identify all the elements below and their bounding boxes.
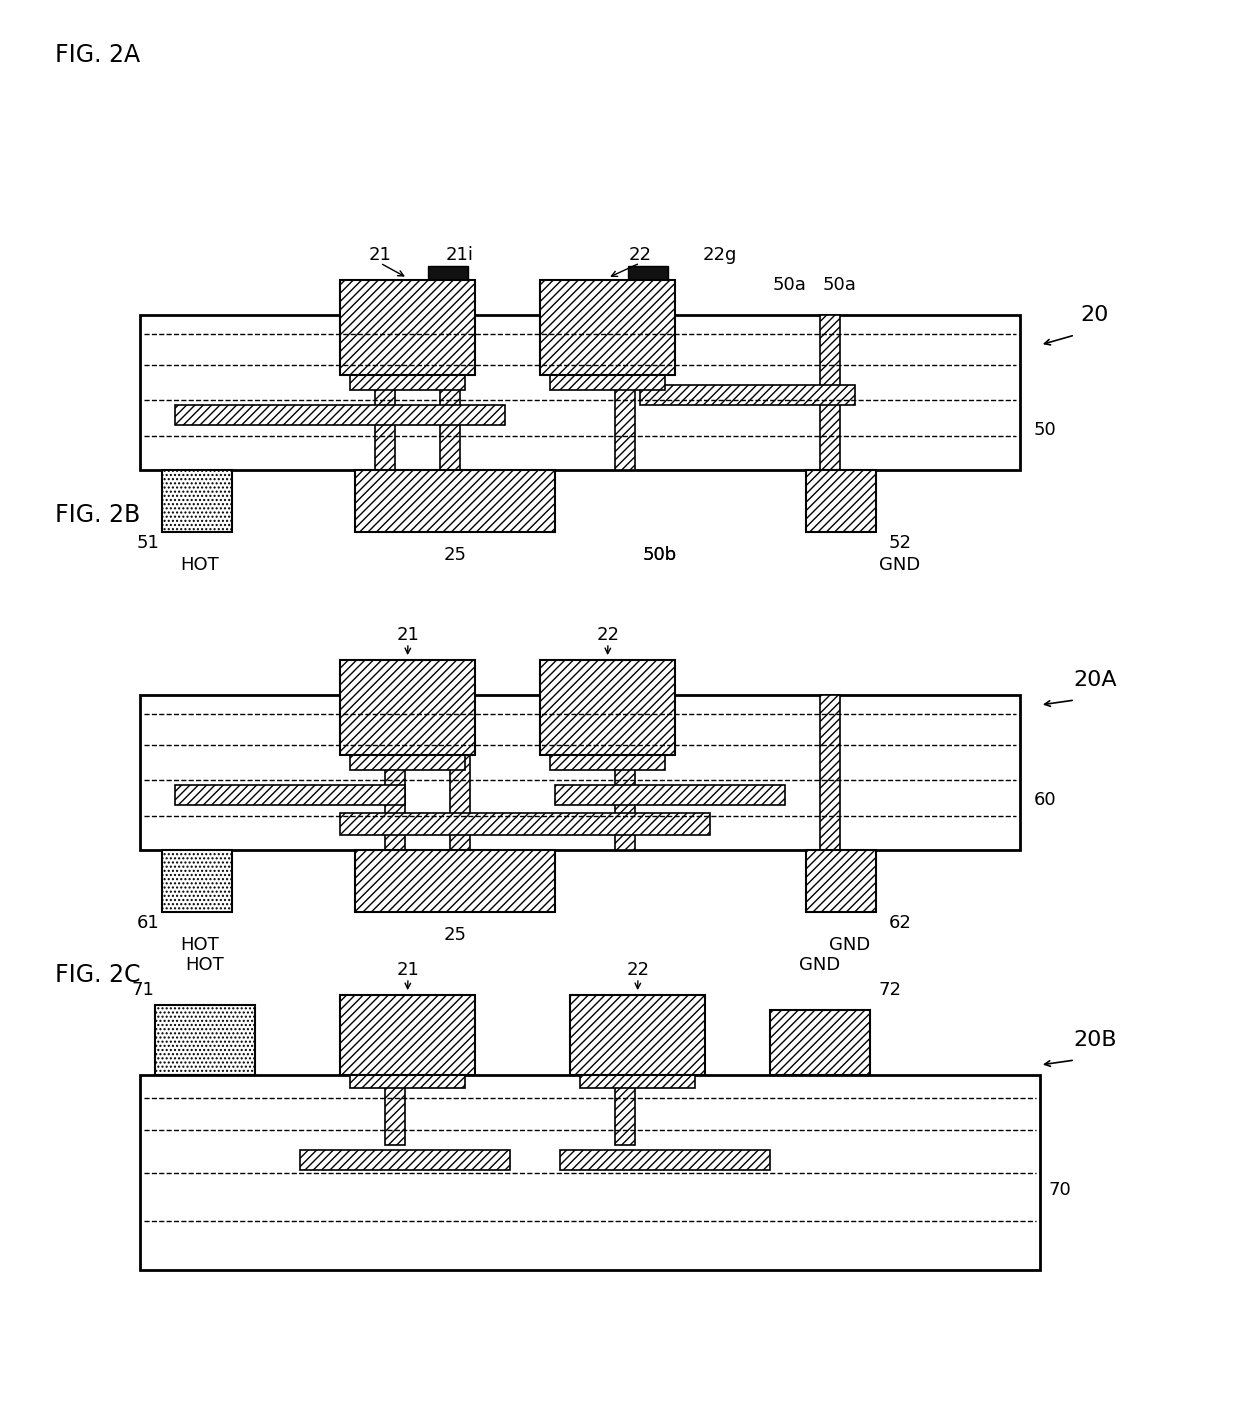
Bar [140, 1074, 1040, 1270]
Bar [615, 314, 635, 470]
Bar [551, 752, 665, 770]
Text: 51: 51 [136, 534, 160, 551]
Text: FIG. 2A: FIG. 2A [55, 42, 140, 68]
Bar [539, 281, 675, 375]
Text: 50a: 50a [823, 276, 857, 295]
Bar [350, 372, 465, 391]
Bar [806, 470, 875, 532]
Bar [350, 752, 465, 770]
Bar [340, 281, 475, 375]
Bar [580, 1072, 694, 1089]
Bar [300, 1151, 510, 1170]
Text: GND: GND [800, 956, 841, 974]
Bar [140, 314, 1021, 470]
Text: 21: 21 [397, 626, 419, 644]
Text: 25: 25 [444, 926, 466, 945]
Bar [570, 995, 706, 1074]
Text: HOT: HOT [181, 936, 219, 955]
Text: 50b: 50b [642, 546, 677, 564]
Bar [155, 1005, 255, 1074]
Bar [162, 470, 232, 532]
Text: HOT: HOT [186, 956, 224, 974]
Text: 22g: 22g [703, 245, 738, 264]
Text: GND: GND [830, 936, 870, 955]
Bar [551, 372, 665, 391]
Bar [340, 995, 475, 1074]
Text: 21: 21 [368, 245, 392, 264]
Bar [770, 1010, 870, 1074]
Bar [175, 405, 505, 424]
Text: 22: 22 [629, 245, 651, 264]
Bar [428, 266, 467, 281]
Bar [640, 385, 856, 405]
Text: 70: 70 [1049, 1182, 1071, 1198]
Text: 21i: 21i [446, 245, 474, 264]
Text: 22: 22 [596, 626, 620, 644]
Text: GND: GND [879, 556, 920, 574]
Text: 72: 72 [878, 981, 901, 1000]
Bar [175, 785, 405, 805]
Text: 22: 22 [626, 962, 650, 979]
Bar [615, 1070, 635, 1145]
Bar [340, 814, 711, 835]
Text: 61: 61 [136, 914, 160, 932]
Bar [384, 1070, 405, 1145]
Bar [450, 695, 470, 850]
Bar [560, 1151, 770, 1170]
Text: 50: 50 [1034, 422, 1056, 439]
Bar [140, 695, 1021, 850]
Bar [820, 314, 839, 470]
Text: 60: 60 [1034, 791, 1056, 809]
Text: 25: 25 [444, 546, 466, 564]
Text: 52: 52 [889, 534, 911, 551]
Text: FIG. 2C: FIG. 2C [55, 963, 140, 987]
Text: 50a: 50a [773, 276, 807, 295]
Text: 62: 62 [889, 914, 911, 932]
Bar [539, 660, 675, 754]
Text: 21: 21 [397, 962, 419, 979]
Bar [820, 695, 839, 850]
Text: 20A: 20A [1073, 670, 1117, 689]
Text: HOT: HOT [181, 556, 219, 574]
Bar [162, 850, 232, 912]
Bar [440, 314, 460, 470]
Bar [374, 314, 396, 470]
Bar [806, 850, 875, 912]
Text: 50b: 50b [642, 546, 677, 564]
Bar [340, 660, 475, 754]
Text: 20B: 20B [1073, 1029, 1117, 1050]
Text: 71: 71 [131, 981, 155, 1000]
Bar [615, 695, 635, 850]
Bar [384, 695, 405, 850]
Bar [355, 850, 556, 912]
Bar [627, 266, 668, 281]
Bar [350, 1072, 465, 1089]
Bar [556, 785, 785, 805]
Text: 20: 20 [1081, 305, 1110, 324]
Bar [355, 470, 556, 532]
Text: FIG. 2B: FIG. 2B [55, 503, 140, 527]
